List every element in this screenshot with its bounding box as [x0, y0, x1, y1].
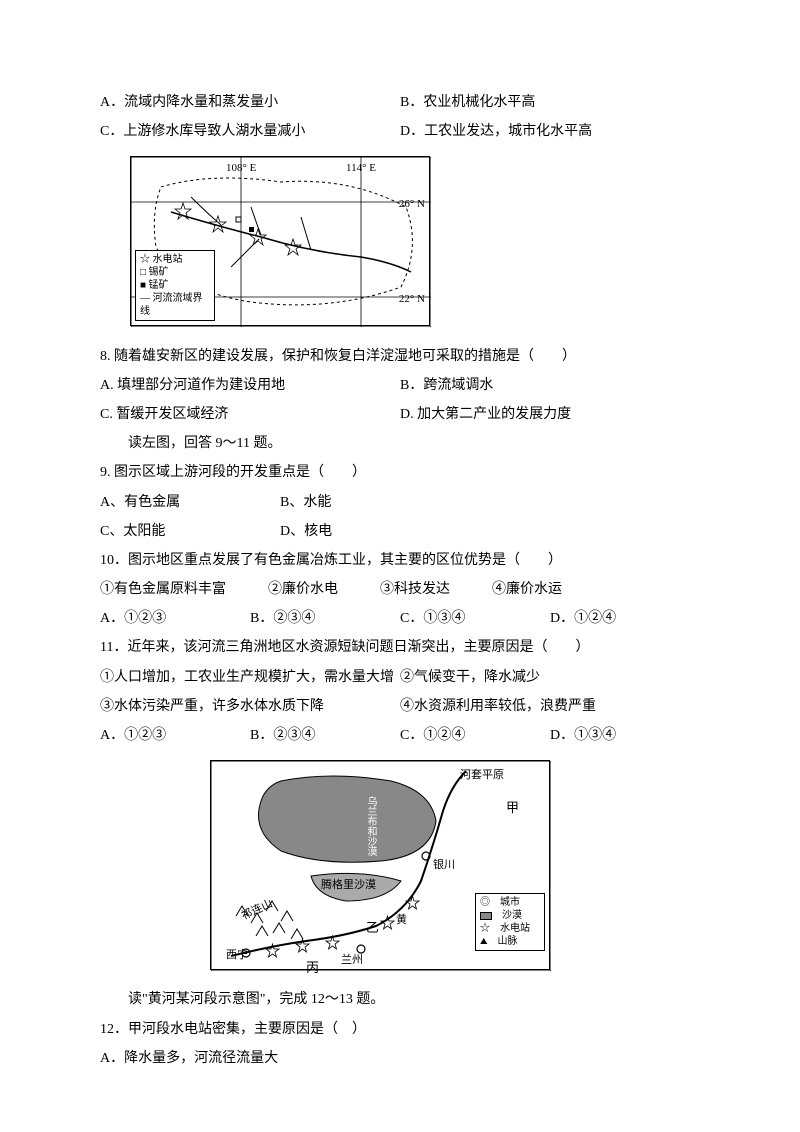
legend2-mountain: ⛰ 山脉	[480, 935, 540, 948]
q9-opt-d: D、核电	[280, 519, 332, 544]
map2-legend: ◎ 城市 沙漠 ☆ 水电站 ⛰ 山脉	[475, 893, 545, 951]
q9-opt-c: C、太阳能	[100, 519, 280, 544]
q10-opt-c: C．①③④	[400, 606, 550, 631]
q10-stem: 10．图示地区重点发展了有色金属冶炼工业，其主要的区位优势是（ ）	[100, 548, 700, 573]
pre-option-b: B．农业机械化水平高	[400, 90, 700, 115]
q10-opt-d: D．①②④	[550, 606, 700, 631]
q11-item4: ④水资源利用率较低，浪费严重	[400, 694, 700, 719]
q8-opt-d: D. 加大第二产业的发展力度	[400, 402, 700, 427]
pre-option-d: D．工农业发达，城市化水平高	[400, 119, 700, 144]
q11-item3: ③水体污染严重，许多水体水质下降	[100, 694, 400, 719]
legend-boundary: — 河流流域界线	[140, 292, 210, 318]
instr-12-13: 读"黄河某河段示意图"，完成 12～13 题。	[100, 987, 700, 1012]
q11-opt-b: B．②③④	[250, 723, 400, 748]
q8-stem: 8. 随着雄安新区的建设发展，保护和恢复白洋淀湿地可采取的措施是（ ）	[100, 344, 700, 369]
q12-opt-a: A．降水量多，河流径流量大	[100, 1046, 700, 1071]
q10-opt-a: A．①②③	[100, 606, 250, 631]
map-region-2: 河套平原 甲 乌兰布和沙漠 腾格里沙漠 银川 黄 祁连山 乙 西宁 兰州 丙 ◎…	[210, 760, 550, 970]
legend2-hydro: ☆ 水电站	[480, 922, 540, 935]
q11-opt-a: A．①②③	[100, 723, 250, 748]
map2-hetao: 河套平原	[460, 766, 504, 786]
map1-lat26: 26° N	[399, 195, 425, 215]
q9-opt-a: A、有色金属	[100, 490, 280, 515]
q12-stem: 12．甲河段水电站密集，主要原因是（ ）	[100, 1017, 700, 1042]
q9-opt-b: B、水能	[280, 490, 331, 515]
pre-option-a: A．流域内降水量和蒸发量小	[100, 90, 400, 115]
map2-xining: 西宁	[226, 946, 248, 966]
legend-hydro: ☆ 水电站	[140, 253, 210, 266]
q9-stem: 9. 图示区域上游河段的开发重点是（ ）	[100, 460, 700, 485]
q10-items: ①有色金属原料丰富 ②廉价水电 ③科技发达 ④廉价水运	[100, 577, 700, 602]
q11-stem: 11．近年来，该河流三角洲地区水资源短缺问题日渐突出，主要原因是（ ）	[100, 635, 700, 660]
q8-opt-c: C. 暂缓开发区域经济	[100, 402, 400, 427]
q11-opt-c: C．①②④	[400, 723, 550, 748]
q11-opt-d: D．①③④	[550, 723, 700, 748]
map2-lanzhou: 兰州	[341, 951, 363, 971]
q8-opt-b: B．跨流域调水	[400, 373, 700, 398]
map2-bing: 丙	[306, 956, 319, 979]
map-region-1: 108° E 114° E 26° N 22° N ☆ 水电站 □ 锡矿 ■ 锰…	[130, 156, 430, 326]
map2-tenggeli: 腾格里沙漠	[321, 876, 376, 896]
map2-huanghe: 黄	[396, 911, 407, 931]
map1-lon114: 114° E	[346, 159, 376, 179]
pre-option-c: C．上游修水库导致人湖水量减小	[100, 119, 400, 144]
legend-tin: □ 锡矿	[140, 266, 210, 279]
legend-mn: ■ 锰矿	[140, 279, 210, 292]
q10-opt-b: B．②③④	[250, 606, 400, 631]
map2-jia: 甲	[506, 796, 519, 819]
q8-opt-a: A. 填埋部分河道作为建设用地	[100, 373, 400, 398]
instr-9-11: 读左图，回答 9～11 题。	[100, 431, 700, 456]
map1-lon108: 108° E	[226, 159, 256, 179]
legend2-city: ◎ 城市	[480, 896, 540, 909]
q11-item1: ①人口增加，工农业生产规模扩大，需水量大增	[100, 665, 400, 690]
map2-yi: 乙	[366, 916, 379, 939]
map1-legend: ☆ 水电站 □ 锡矿 ■ 锰矿 — 河流流域界线	[135, 250, 215, 321]
map2-yinchuan: 银川	[433, 856, 455, 876]
map1-lat22: 22° N	[399, 290, 425, 310]
map2-wulan: 乌兰布和沙漠	[361, 796, 379, 856]
q11-item2: ②气候变干，降水减少	[400, 665, 700, 690]
legend2-desert: 沙漠	[480, 909, 540, 922]
